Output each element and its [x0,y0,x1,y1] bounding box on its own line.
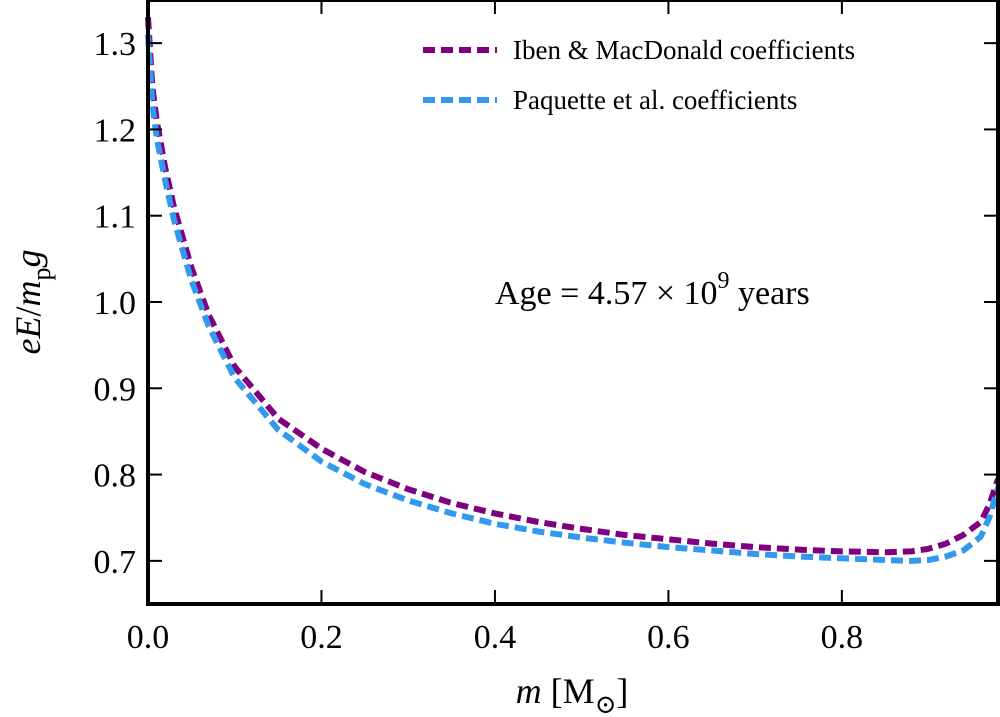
age-annotation-exponent: 9 [718,268,730,294]
x-axis-label-unit-sub: ⊙ [595,690,617,717]
legend-label-paquette: Paquette et al. coefficients [513,85,797,115]
ticks-layer: 0.0 0.2 0.4 0.6 0.8 0.7 0.8 0.9 1.0 1.1 1.2 1.3 [94,0,998,656]
y-tick-label: 1.3 [94,26,137,63]
x-axis-label-unit: M [563,671,595,711]
y-tick-label: 0.9 [94,371,137,408]
x-tick-label: 0.8 [821,619,864,656]
y-tick-label: 1.0 [94,285,137,322]
y-axis-label-slash: / [8,307,48,317]
y-axis-label: eE/mpg [8,250,56,355]
plot-frame [146,0,1000,606]
x-tick-label: 0.0 [127,619,170,656]
x-axis-label-symbol: m [516,671,542,711]
x-tick-label: 0.6 [647,619,690,656]
series-line-iben-macdonald [145,17,1000,556]
series-layer [145,17,1000,564]
y-axis-label-E: E [8,317,48,340]
series-line-paquette [145,34,1000,564]
legend: Iben & MacDonald coefficients Paquette e… [423,35,855,115]
y-axis-label-m: m [8,281,48,307]
y-tick-label: 0.8 [94,458,137,495]
x-tick-label: 0.2 [300,619,343,656]
x-axis-label-bracket-close: ] [616,671,628,711]
y-axis-label-g: g [8,250,48,268]
age-annotation-prefix: Age = 4.57 × 10 [495,275,718,312]
age-annotation-suffix: years [730,275,810,312]
age-annotation: Age = 4.57 × 109 years [495,268,810,312]
x-axis-label-bracket-open: [ [542,671,563,711]
legend-label-iben: Iben & MacDonald coefficients [513,35,855,65]
x-axis-label: m [M⊙] [516,671,629,717]
x-tick-label: 0.4 [474,619,517,656]
y-tick-label: 1.2 [94,112,137,149]
y-tick-label: 0.7 [94,544,137,581]
y-tick-label: 1.1 [94,199,137,236]
y-axis-label-p: p [27,268,56,281]
y-axis-label-e: e [8,339,48,355]
